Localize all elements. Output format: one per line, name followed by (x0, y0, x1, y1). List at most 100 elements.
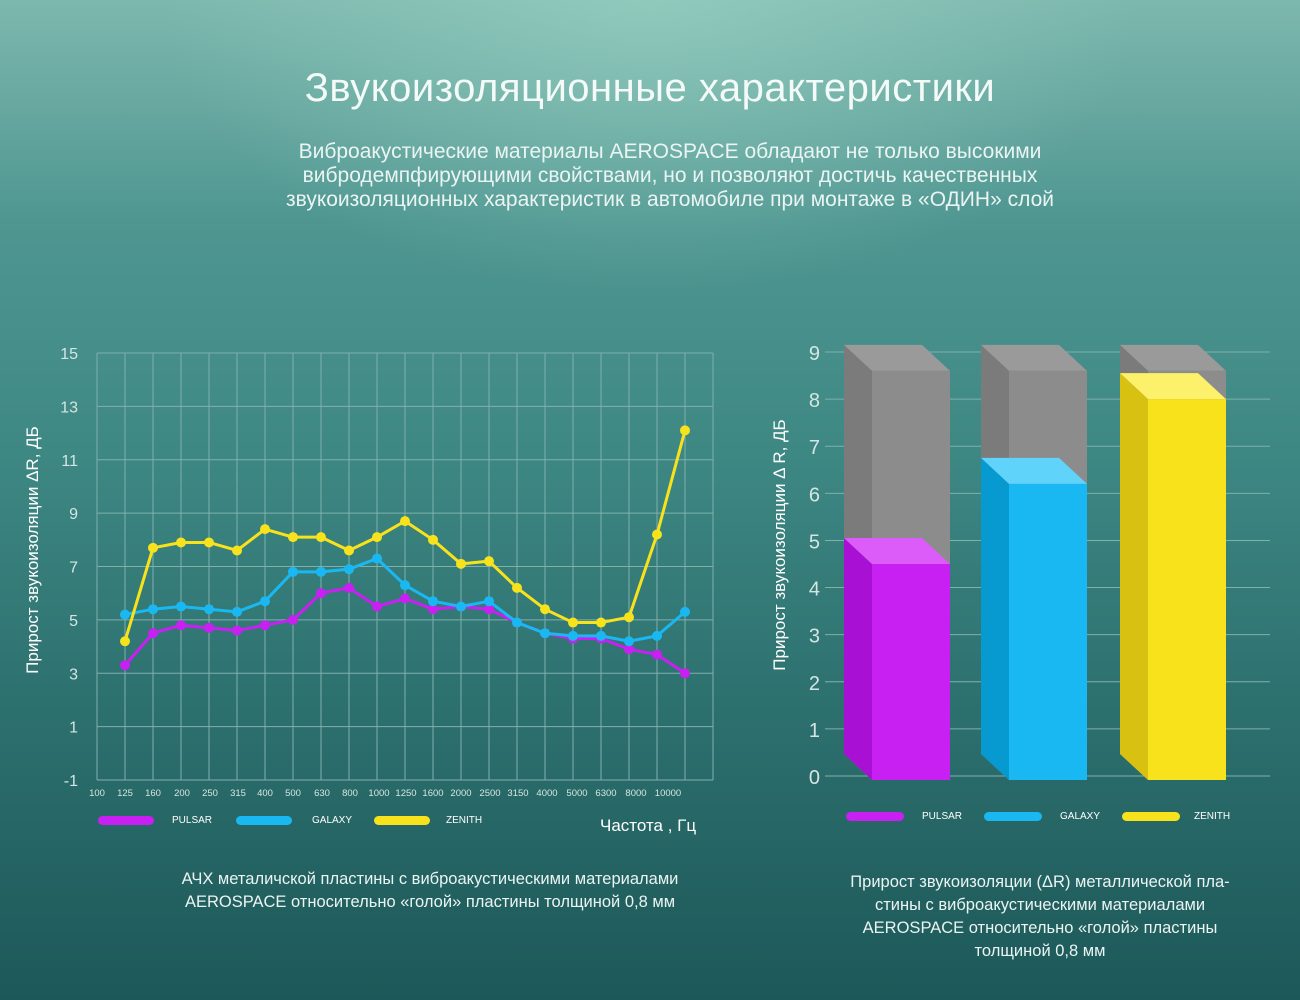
data-point-galaxy (344, 564, 354, 575)
x-tick-label: 6300 (595, 788, 616, 799)
data-point-pulsar (400, 593, 410, 604)
data-point-galaxy (288, 566, 298, 577)
legend-label-galaxy: GALAXY (312, 815, 353, 826)
data-point-zenith (372, 532, 382, 543)
data-point-zenith (288, 532, 298, 543)
x-tick-label: 8000 (625, 788, 646, 799)
bar-y-tick-label: 2 (809, 673, 820, 695)
data-point-pulsar (652, 649, 662, 660)
x-tick-label: 400 (257, 788, 273, 799)
x-tick-label: 3150 (507, 788, 528, 799)
bar-chart: 9 8 7 6 5 4 3 2 1 0 Прирост звукоизоляции Δ R, ДБ (770, 343, 1270, 789)
y-tick-label: 5 (69, 613, 78, 630)
data-point-zenith (428, 534, 438, 545)
data-point-galaxy (400, 580, 410, 591)
bar-pulsar (872, 564, 950, 780)
legend-swatch-galaxy (236, 816, 292, 825)
data-point-zenith (456, 558, 466, 569)
data-point-pulsar (260, 620, 270, 631)
line-chart-caption: АЧХ металичской пластины с виброакустиче… (60, 868, 800, 914)
bar-caption-line-3: AEROSPACE относительно «голой» пластины (862, 919, 1218, 937)
data-point-galaxy (512, 617, 522, 628)
data-point-zenith (316, 532, 326, 543)
data-point-galaxy (652, 630, 662, 641)
data-point-zenith (624, 612, 634, 623)
data-point-zenith (652, 529, 662, 540)
legend-label-pulsar: PULSAR (172, 815, 213, 826)
data-point-zenith (680, 425, 690, 436)
y-tick-label: 7 (69, 560, 78, 577)
bar-legend-label-pulsar: PULSAR (922, 811, 963, 822)
legend-swatch-zenith (374, 816, 430, 825)
page-subtitle: Виброакустические материалы AEROSPACE об… (150, 140, 1190, 212)
y-tick-label: 9 (69, 506, 78, 523)
bar-caption-line-4: толщиной 0,8 мм (974, 942, 1106, 960)
x-tick-label: 800 (342, 788, 358, 799)
bar-y-tick-label: 6 (809, 484, 820, 506)
bar-max-top (981, 344, 1087, 371)
data-point-zenith (484, 556, 494, 567)
y-tick-label: -1 (64, 773, 78, 790)
bar-zenith (1148, 399, 1226, 780)
x-tick-label: 500 (285, 788, 301, 799)
data-point-zenith (120, 636, 130, 647)
y-tick-label: 15 (60, 346, 78, 363)
x-tick-label: 315 (230, 788, 246, 799)
data-point-zenith (540, 604, 550, 615)
bar-y-tick-label: 9 (809, 343, 820, 365)
y-tick-label: 1 (69, 720, 78, 737)
x-tick-label: 1250 (395, 788, 416, 799)
data-point-pulsar (316, 588, 326, 599)
y-tick-label: 11 (61, 453, 78, 470)
data-point-zenith (176, 537, 186, 548)
data-point-galaxy (680, 606, 690, 617)
x-tick-label: 100 (89, 788, 105, 799)
data-point-pulsar (232, 625, 242, 636)
data-point-zenith (232, 545, 242, 556)
line-caption-line-1: АЧХ металичской пластины с виброакустиче… (181, 870, 679, 888)
data-point-pulsar (372, 601, 382, 612)
data-point-galaxy (540, 628, 550, 639)
line-chart: 15 13 11 9 7 5 3 1 -1 100 125 160 200 250 315 400 500 630… (23, 346, 714, 799)
legend-label-zenith: ZENITH (446, 815, 483, 826)
data-point-pulsar (344, 582, 354, 593)
x-tick-label: 200 (174, 788, 190, 799)
data-point-galaxy (596, 630, 606, 641)
bar-side-pulsar (844, 538, 872, 780)
bar-top-pulsar (844, 538, 950, 564)
bar-chart-legend: PULSAR GALAXY ZENITH (750, 808, 1280, 828)
bar-y-tick-label: 5 (809, 531, 820, 553)
data-point-pulsar (484, 604, 494, 615)
x-tick-label: 5000 (566, 788, 587, 799)
data-point-galaxy (316, 566, 326, 577)
data-point-galaxy (372, 553, 382, 564)
x-tick-label: 2000 (450, 788, 471, 799)
x-tick-label: 1000 (368, 788, 389, 799)
data-point-pulsar (680, 668, 690, 679)
bar-legend-swatch-pulsar (846, 812, 904, 821)
data-point-galaxy (204, 604, 214, 615)
bar-chart-caption: Прирост звукоизоляции (ΔR) металлической… (790, 871, 1290, 963)
y-axis-label: Прирост звукоизоляции ΔR, ДБ (23, 426, 42, 674)
line-caption-line-2: AEROSPACE относительно «голой» пластины … (184, 893, 676, 911)
data-point-pulsar (624, 644, 634, 655)
data-point-pulsar (428, 604, 438, 615)
bar-y-tick-label: 3 (809, 626, 820, 648)
data-point-galaxy (120, 609, 130, 620)
bar-caption-line-2: стины с виброакустическими материалами (874, 896, 1206, 914)
subtitle-line-3: звукоизоляционных характеристик в автомо… (286, 188, 1054, 211)
x-tick-label: 630 (314, 788, 330, 799)
data-point-zenith (260, 524, 270, 535)
line-chart-legend: PULSAR GALAXY ZENITH (0, 812, 740, 832)
x-tick-label: 250 (202, 788, 218, 799)
bar-side-galaxy (981, 457, 1009, 780)
bar-legend-swatch-galaxy (984, 812, 1042, 821)
bar-side-zenith (1120, 373, 1148, 780)
data-point-galaxy (260, 596, 270, 607)
bar-max-top (844, 344, 950, 371)
x-tick-label: 10000 (655, 788, 681, 799)
bar-y-tick-label: 8 (809, 390, 820, 412)
data-point-galaxy (568, 630, 578, 641)
line-chart-xlabel: Частота , Гц (600, 816, 697, 835)
data-point-pulsar (148, 628, 158, 639)
